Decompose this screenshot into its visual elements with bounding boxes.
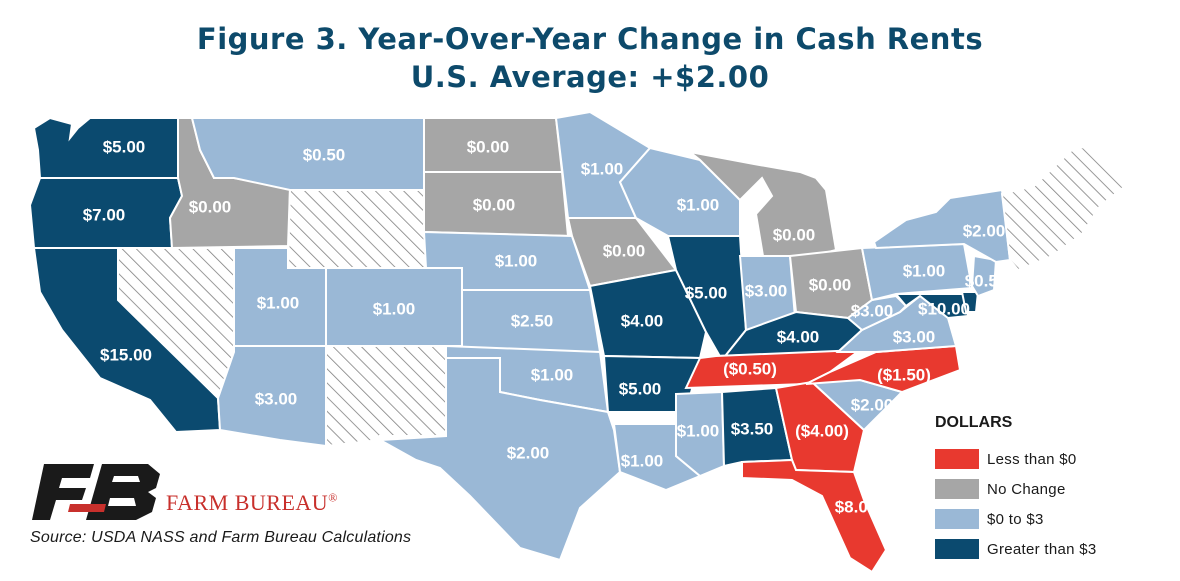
legend-label: Less than $0 — [987, 450, 1077, 468]
state-de — [960, 291, 980, 313]
state-label-in: $3.00 — [745, 281, 788, 300]
state-new-england — [1000, 144, 1130, 272]
state-label-mo: $4.00 — [621, 311, 664, 330]
state-label-oh: $0.00 — [809, 275, 852, 294]
state-label-fl: $8.00 — [835, 497, 878, 516]
state-label-ny: $2.00 — [963, 221, 1006, 240]
brand-name: FARM BUREAU® — [166, 490, 338, 516]
legend-item-less-than-0: Less than $0 — [935, 449, 1077, 469]
state-label-id: $0.00 — [189, 197, 232, 216]
state-label-wv: $3.00 — [851, 301, 894, 320]
state-label-co: $1.00 — [373, 299, 416, 318]
state-label-tn: ($0.50) — [723, 359, 777, 378]
state-label-pa: $1.00 — [903, 261, 946, 280]
legend-item-0-to-3: $0 to $3 — [935, 509, 1044, 529]
legend-swatch-dark-blue — [935, 539, 979, 559]
state-label-la: $1.00 — [621, 451, 664, 470]
state-label-wi: $1.00 — [677, 195, 720, 214]
state-label-tx: $2.00 — [507, 443, 550, 462]
legend-swatch-red — [935, 449, 979, 469]
state-label-ut: $1.00 — [257, 293, 300, 312]
registered-mark: ® — [328, 490, 338, 505]
state-label-sd: $0.00 — [473, 195, 516, 214]
figure-subtitle: U.S. Average: +$2.00 — [410, 60, 770, 94]
brand-wordmark: FARM BUREAU — [166, 490, 329, 515]
state-label-mn: $1.00 — [581, 159, 624, 178]
state-wy — [286, 189, 428, 269]
legend-item-greater-than-3: Greater than $3 — [935, 539, 1097, 559]
legend-title: DOLLARS — [935, 414, 1013, 431]
legend-swatch-light-blue — [935, 509, 979, 529]
state-nm — [325, 345, 447, 448]
state-label-ks: $2.50 — [511, 311, 554, 330]
legend-label: Greater than $3 — [987, 540, 1097, 558]
state-ms — [675, 390, 726, 478]
state-label-mi: $0.00 — [773, 225, 816, 244]
state-fl — [741, 458, 888, 574]
state-label-az: $3.00 — [255, 389, 298, 408]
figure-title: Figure 3. Year-Over-Year Change in Cash … — [196, 22, 984, 56]
legend-swatch-gray — [935, 479, 979, 499]
farm-bureau-logo-icon — [32, 464, 160, 520]
legend-label: $0 to $3 — [987, 510, 1044, 528]
state-label-ia: $0.00 — [603, 241, 646, 260]
state-label-or: $7.00 — [83, 205, 126, 224]
state-label-sc: $2.00 — [851, 395, 894, 414]
legend-item-no-change: No Change — [935, 479, 1066, 499]
state-label-ga: ($4.00) — [795, 421, 849, 440]
state-label-al: $3.50 — [731, 419, 774, 438]
state-label-ne: $1.00 — [495, 251, 538, 270]
state-label-nj: $0.50 — [965, 271, 1008, 290]
state-label-ms: $1.00 — [677, 421, 720, 440]
state-label-md: $10.00 — [918, 299, 970, 318]
state-label-ar: $5.00 — [619, 379, 662, 398]
state-label-nd: $0.00 — [467, 137, 510, 156]
state-label-va: $3.00 — [893, 327, 936, 346]
state-label-il: $5.00 — [685, 283, 728, 302]
state-label-ky: $4.00 — [777, 327, 820, 346]
state-label-mt: $0.50 — [303, 145, 346, 164]
state-label-ok: $1.00 — [531, 365, 574, 384]
state-label-wa: $5.00 — [103, 137, 146, 156]
state-label-nc: ($1.50) — [877, 365, 931, 384]
state-label-ca: $15.00 — [100, 345, 152, 364]
source-note: Source: USDA NASS and Farm Bureau Calcul… — [30, 529, 412, 546]
legend-label: No Change — [987, 480, 1066, 498]
state-mo — [588, 268, 708, 360]
